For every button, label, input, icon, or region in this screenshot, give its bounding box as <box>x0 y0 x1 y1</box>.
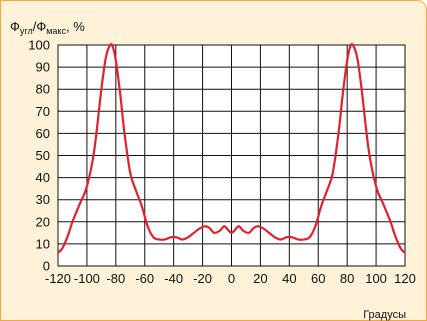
x-tick-label: -60 <box>135 271 154 286</box>
y-tick-label: 40 <box>36 170 50 185</box>
x-tick-label: 40 <box>282 271 296 286</box>
x-tick-label: -80 <box>106 271 125 286</box>
y-axis-label: Фугл/Фмакс, % <box>10 19 85 36</box>
x-tick-label: 60 <box>311 271 325 286</box>
x-tick-label: 0 <box>228 271 235 286</box>
x-tick-label: -40 <box>164 271 183 286</box>
y-tick-label: 10 <box>36 236 50 251</box>
x-tick-label: 120 <box>394 271 416 286</box>
y-axis-ticks: 0 10 20 30 40 50 60 70 80 90 100 <box>28 38 50 274</box>
y-tick-label: 30 <box>36 192 50 207</box>
x-tick-label: 100 <box>365 271 387 286</box>
grid <box>57 44 406 267</box>
series-line <box>57 43 406 254</box>
y-tick-label: 70 <box>36 104 50 119</box>
x-tick-label: 80 <box>340 271 354 286</box>
x-axis-label: Градусы <box>363 309 406 321</box>
y-tick-label: 80 <box>36 82 50 97</box>
x-tick-label: 20 <box>253 271 267 286</box>
x-tick-label: -20 <box>193 271 212 286</box>
x-tick-label: -120 <box>45 271 71 286</box>
y-tick-label: 50 <box>36 148 50 163</box>
y-tick-label: 20 <box>36 214 50 229</box>
y-tick-label: 60 <box>36 126 50 141</box>
y-tick-label: 0 <box>43 259 50 274</box>
y-tick-label: 100 <box>28 38 50 53</box>
series-layer <box>57 43 406 254</box>
x-tick-label: -100 <box>74 271 100 286</box>
x-axis-ticks: -120 -100 -80 -60 -40 -20 0 20 40 60 80 100 120 <box>45 271 416 286</box>
y-tick-label: 90 <box>36 60 50 75</box>
